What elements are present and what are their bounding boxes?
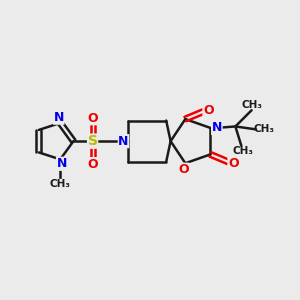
- Text: N: N: [54, 111, 64, 124]
- Text: CH₃: CH₃: [50, 179, 71, 189]
- Text: CH₃: CH₃: [232, 146, 253, 157]
- Text: O: O: [178, 163, 189, 176]
- Text: N: N: [212, 122, 222, 134]
- Text: N: N: [56, 157, 67, 170]
- Text: CH₃: CH₃: [254, 124, 275, 134]
- Text: O: O: [203, 104, 214, 117]
- Text: O: O: [228, 157, 238, 170]
- Text: N: N: [118, 135, 129, 148]
- Text: CH₃: CH₃: [242, 100, 263, 110]
- Text: O: O: [87, 158, 98, 171]
- Text: S: S: [88, 134, 98, 148]
- Text: O: O: [87, 112, 98, 125]
